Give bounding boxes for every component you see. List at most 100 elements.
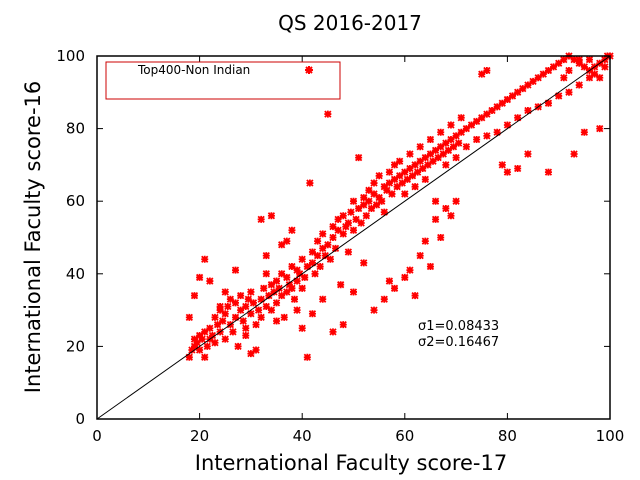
data-point [493, 103, 501, 111]
data-point [544, 168, 553, 176]
data-point [452, 197, 460, 205]
data-point [319, 244, 327, 253]
data-point [370, 179, 378, 187]
data-point [524, 81, 532, 89]
data-point [288, 226, 296, 234]
data-point [426, 262, 435, 271]
data-point [290, 295, 299, 303]
data-point [403, 175, 412, 184]
data-point [570, 55, 578, 64]
data-point [237, 291, 245, 300]
data-point [308, 310, 317, 318]
y-axis-label: International Faculty score-16 [21, 81, 45, 393]
data-point [390, 175, 399, 184]
data-point [585, 74, 594, 82]
data-point [488, 106, 496, 115]
reference-diagonal-line [96, 55, 611, 420]
data-point [457, 114, 465, 122]
sigma1-annotation: σ1=0.08433 [418, 319, 499, 334]
x-axis-label: International Faculty score-17 [195, 451, 507, 475]
data-point [447, 212, 455, 220]
x-tick-label: 100 [596, 427, 625, 445]
y-tick-label: 0 [75, 410, 85, 428]
data-point [560, 55, 568, 64]
data-point [354, 204, 363, 213]
data-point [378, 197, 386, 205]
data-point [442, 139, 450, 147]
data-point [229, 328, 237, 336]
data-point [306, 179, 314, 187]
data-point [221, 310, 229, 318]
data-point [283, 273, 291, 282]
data-point [247, 310, 255, 318]
data-point [257, 215, 265, 223]
data-point [252, 346, 260, 354]
data-point [431, 215, 440, 223]
data-point [293, 266, 301, 274]
data-point [390, 284, 399, 292]
data-point [601, 63, 609, 71]
data-point [242, 302, 250, 311]
data-point [503, 95, 512, 104]
data-point [416, 252, 424, 260]
data-point [375, 193, 383, 202]
data-point [201, 328, 209, 336]
data-point [201, 353, 209, 361]
data-point [203, 342, 211, 351]
data-point [370, 190, 378, 198]
data-point [272, 299, 281, 307]
data-point [498, 161, 506, 169]
data-point [360, 193, 368, 202]
x-tick-label: 60 [395, 427, 414, 445]
data-point [272, 317, 281, 325]
data-point [383, 186, 391, 194]
data-point [329, 222, 337, 231]
data-point [447, 135, 455, 144]
data-point [311, 270, 319, 278]
axis-ticks: 0 20 40 60 80 100 0 20 40 60 80 100 [56, 47, 624, 445]
data-point [221, 335, 229, 343]
x-tick-label: 80 [498, 427, 517, 445]
data-point [244, 295, 252, 303]
legend-box [105, 61, 341, 100]
data-point [385, 179, 394, 187]
data-point [190, 291, 199, 300]
data-point [295, 270, 304, 278]
data-point [219, 317, 227, 325]
data-point [398, 179, 406, 187]
data-point [213, 320, 222, 329]
data-point [206, 277, 214, 285]
data-point [524, 106, 532, 115]
data-point [413, 168, 422, 176]
data-point [231, 313, 240, 321]
data-point [329, 328, 337, 336]
data-point [452, 154, 460, 162]
data-point [408, 172, 417, 180]
data-point [278, 270, 286, 278]
data-point [316, 262, 324, 271]
data-point [347, 208, 355, 216]
data-point [262, 270, 270, 278]
data-point [519, 85, 527, 93]
x-tick-label: 0 [92, 427, 102, 445]
data-point [257, 313, 265, 321]
data-point [429, 157, 437, 165]
data-point [239, 317, 247, 325]
data-point [580, 128, 588, 136]
data-point [313, 252, 322, 260]
data-point [190, 342, 199, 351]
data-point [549, 63, 558, 71]
data-point [555, 59, 563, 67]
data-point [349, 226, 358, 234]
data-point [275, 284, 283, 292]
data-point [401, 190, 409, 198]
data-point [426, 135, 435, 144]
data-point [303, 353, 311, 361]
data-point [354, 154, 363, 162]
data-point [596, 74, 604, 82]
y-tick-label: 100 [56, 47, 85, 65]
data-point [319, 295, 327, 303]
legend-entry-label: Top400-Non Indian [137, 63, 250, 77]
data-point [357, 219, 365, 227]
data-point [478, 70, 486, 78]
